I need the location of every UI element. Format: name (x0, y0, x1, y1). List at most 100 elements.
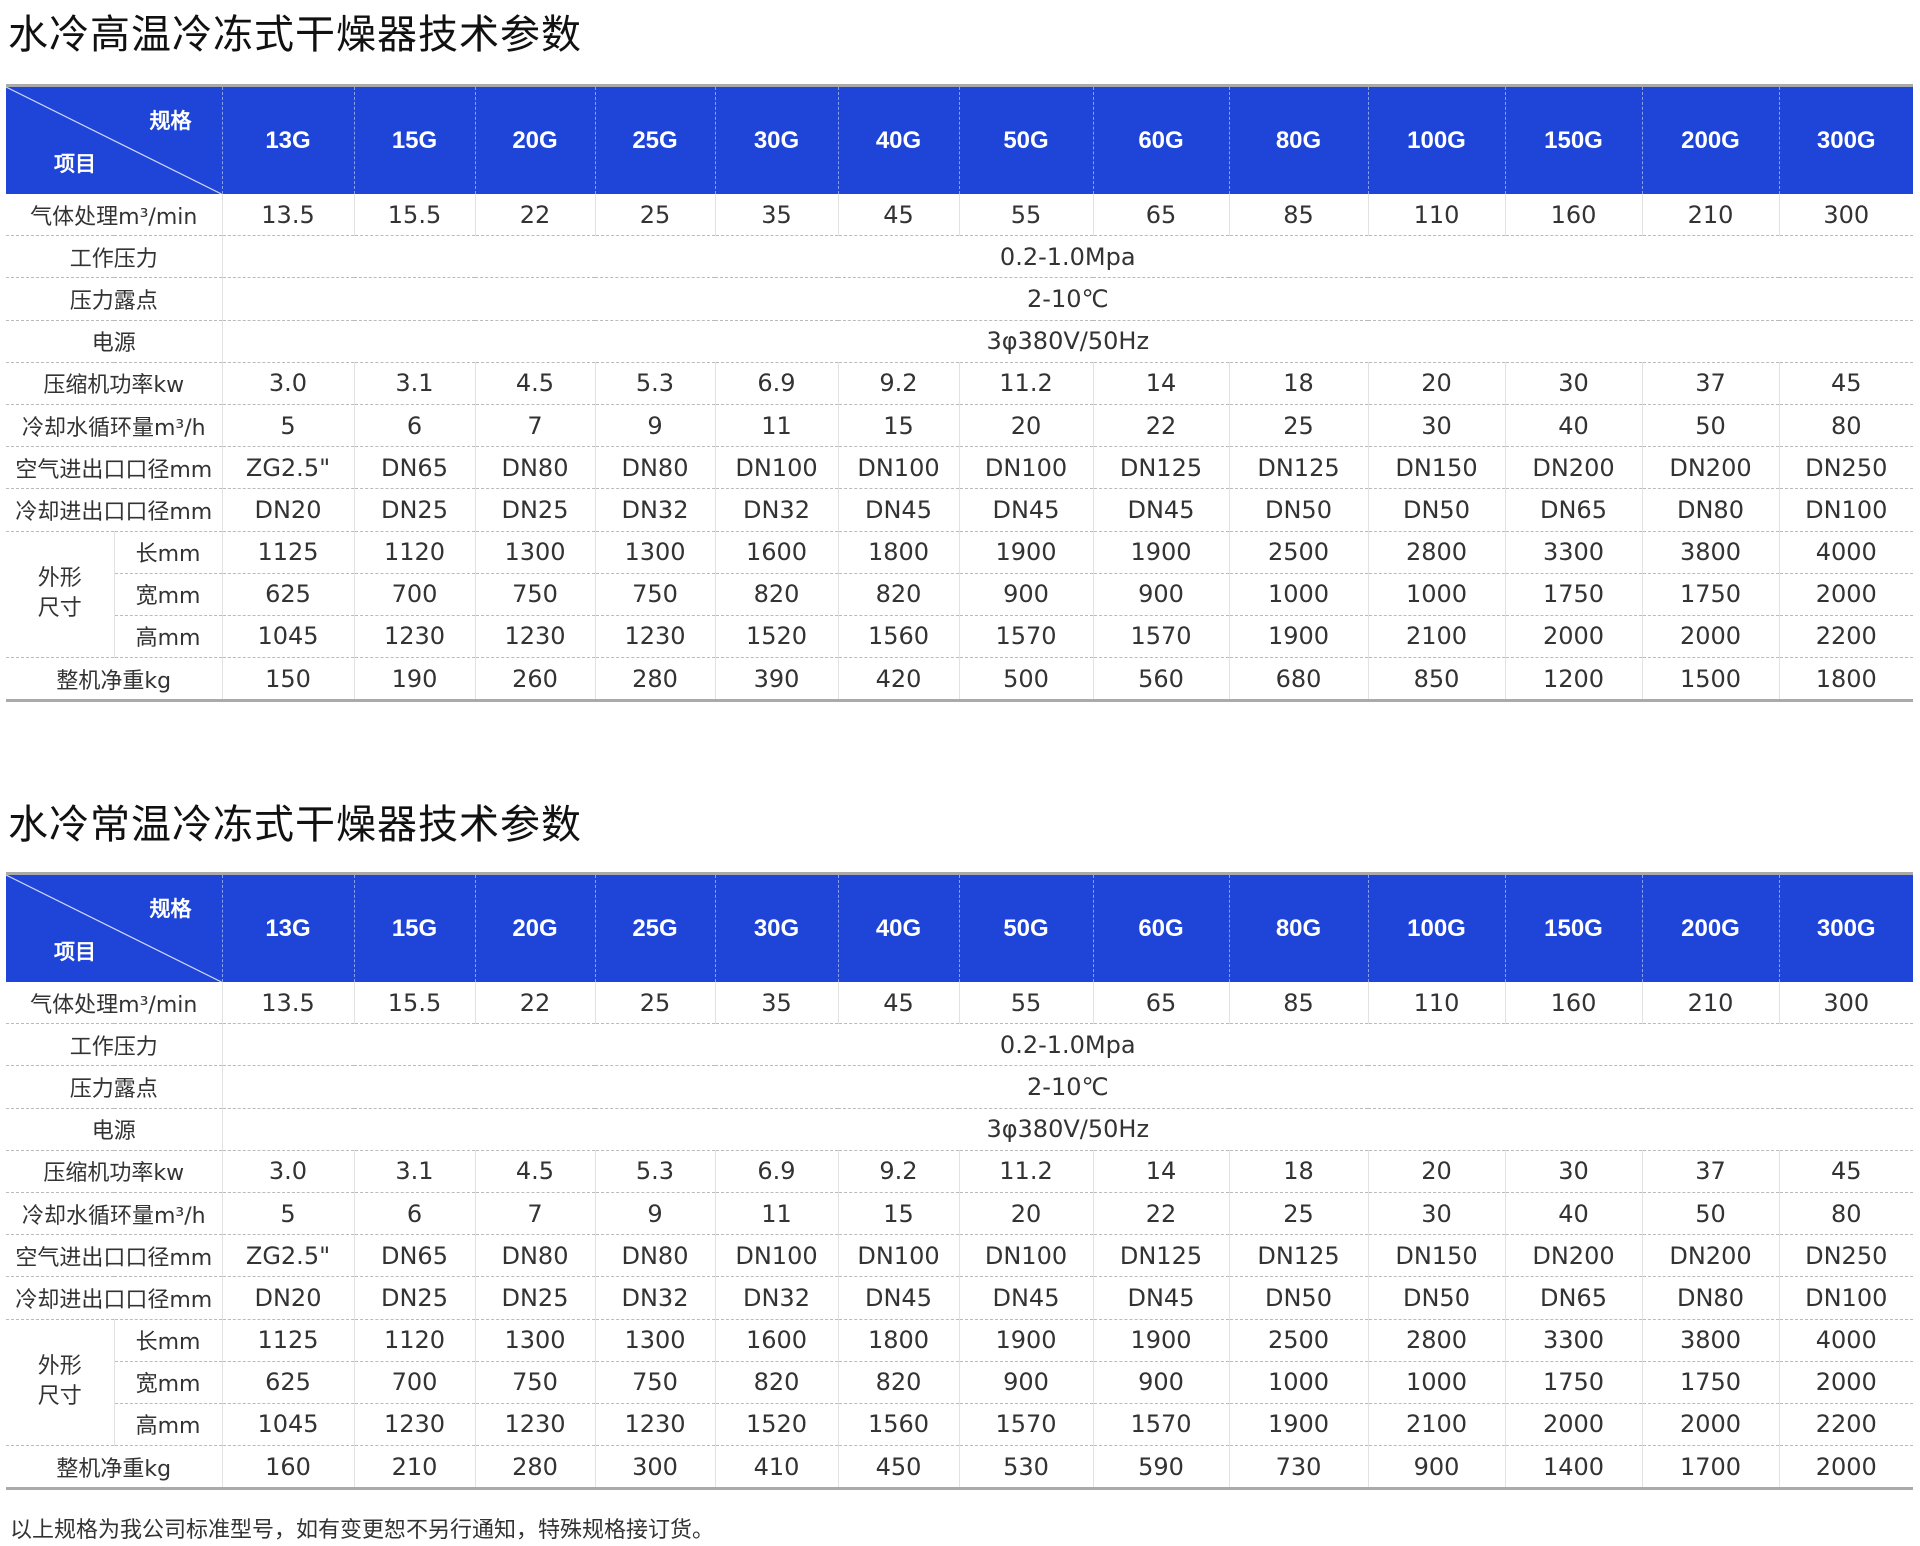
cell-value: 30 (1367, 1192, 1505, 1236)
corner-header-cell: 规格 项目 (6, 85, 222, 194)
cell-value: DN100 (1778, 488, 1913, 532)
table-row: 压缩机功率kw 3.0 3.1 4.5 5.3 6.9 9.2 11.2 14 18 20 30 37 4… (6, 1150, 1913, 1193)
cell-value: 5 (221, 1192, 354, 1236)
cell-value: DN32 (714, 488, 838, 532)
row-label: 整机净重kg (6, 1445, 222, 1490)
cell-value: 1300 (474, 531, 595, 574)
cell-value: 1570 (958, 1403, 1093, 1447)
cell-value: 1520 (714, 1403, 838, 1447)
cell-value: 11 (714, 404, 838, 448)
row-label: 宽mm (113, 1361, 222, 1404)
cell-value: 15 (837, 404, 959, 448)
cell-value: 40 (1504, 404, 1642, 448)
model-header: 100G (1367, 85, 1505, 194)
row-label: 气体处理m³/min (6, 982, 222, 1025)
header-row: 规格 项目 13G 15G 20G 25G 30G 40G 50G 60G 80G 100G 150G 2… (6, 873, 1913, 982)
cell-value: 590 (1092, 1445, 1229, 1490)
model-header: 80G (1228, 85, 1368, 194)
cell-value: 260 (474, 657, 595, 702)
model-header: 80G (1228, 873, 1368, 982)
cell-value: DN45 (958, 488, 1093, 532)
cell-value: 1570 (958, 615, 1093, 659)
table-row: 外形尺寸 长mm 1125 1120 1300 1300 1600 1800 1900 1900 2… (6, 1319, 1913, 1447)
table-row: 冷却进出口口径mm DN20 DN25 DN25 DN32 DN32 DN45 DN45 DN4… (6, 488, 1913, 532)
cell-value: DN100 (837, 446, 959, 490)
cell-value: 9 (594, 1192, 715, 1236)
table-1-title: 水冷高温冷冻式干燥器技术参数 (8, 12, 582, 58)
cell-value: 900 (1092, 1361, 1229, 1404)
cell-value: 1900 (1092, 1319, 1229, 1362)
cell-value: 50 (1641, 404, 1779, 448)
cell-value: DN32 (714, 1276, 838, 1320)
cell-value: 30 (1504, 362, 1642, 405)
cell-value: 1600 (714, 531, 838, 574)
row-group-label: 外形尺寸 (6, 531, 114, 659)
model-header: 150G (1504, 873, 1642, 982)
cell-value: 1000 (1367, 573, 1505, 616)
cell-value: DN200 (1504, 446, 1642, 490)
cell-value: 110 (1367, 194, 1505, 237)
table-row: 整机净重kg 150 190 260 280 390 420 500 560 680 850 1200… (6, 657, 1913, 702)
cell-value: DN150 (1367, 1234, 1505, 1278)
cell-value: 210 (1641, 982, 1779, 1025)
cell-value: 55 (958, 194, 1093, 237)
cell-value: 4.5 (474, 1150, 595, 1193)
row-label: 工作压力 (6, 235, 222, 279)
cell-value: 9.2 (837, 1150, 959, 1193)
row-label: 整机净重kg (6, 657, 222, 702)
cell-value: 1900 (958, 531, 1093, 574)
cell-value: 14 (1092, 362, 1229, 405)
cell-value: 300 (1778, 982, 1913, 1025)
cell-value: 625 (221, 573, 354, 616)
row-label: 宽mm (113, 573, 222, 616)
cell-value: 6.9 (714, 362, 838, 405)
cell-value: DN100 (958, 446, 1093, 490)
cell-value: 1000 (1367, 1361, 1505, 1404)
cell-value: DN80 (474, 446, 595, 490)
cell-value: 25 (594, 982, 715, 1025)
cell-value: DN80 (594, 446, 715, 490)
cell-value: 3300 (1504, 1319, 1642, 1362)
model-header: 13G (221, 873, 354, 982)
cell-value: 500 (958, 657, 1093, 702)
table-row: 压力露点 2-10℃ (6, 277, 1913, 321)
cell-value: DN150 (1367, 446, 1505, 490)
model-header: 40G (837, 85, 959, 194)
cell-value: DN65 (353, 446, 475, 490)
cell-value: 3.1 (353, 362, 475, 405)
cell-value: 1045 (221, 615, 354, 659)
cell-value: 6.9 (714, 1150, 838, 1193)
cell-value: 80 (1778, 1192, 1913, 1236)
cell-value: 3.0 (221, 362, 354, 405)
cell-value: 1800 (837, 1319, 959, 1362)
row-label: 工作压力 (6, 1023, 222, 1067)
row-label: 压缩机功率kw (6, 362, 222, 405)
row-span-value: 2-10℃ (221, 1065, 1913, 1109)
cell-value: DN250 (1778, 446, 1913, 490)
footnote: 以上规格为我公司标准型号，如有变更恕不另行通知，特殊规格接订货。 (10, 1518, 715, 1543)
cell-value: 2000 (1504, 1403, 1642, 1447)
cell-value: 15.5 (353, 194, 475, 237)
row-label: 空气进出口口径mm (6, 1234, 222, 1278)
cell-value: 15 (837, 1192, 959, 1236)
cell-value: 1700 (1641, 1445, 1779, 1490)
cell-value: 700 (353, 1361, 475, 1404)
cell-value: 9.2 (837, 362, 959, 405)
cell-value: 85 (1228, 982, 1368, 1025)
cell-value: 1750 (1641, 1361, 1779, 1404)
table-row: 外形尺寸 长mm 1125 1120 1300 1300 1600 1800 1900 1900 2… (6, 531, 1913, 659)
cell-value: 1125 (221, 531, 354, 574)
cell-value: 820 (714, 1361, 838, 1404)
cell-value: 20 (958, 1192, 1093, 1236)
model-header: 300G (1778, 85, 1913, 194)
cell-value: 37 (1641, 362, 1779, 405)
model-header: 15G (353, 85, 475, 194)
cell-value: 7 (474, 404, 595, 448)
cell-value: 80 (1778, 404, 1913, 448)
cell-value: DN80 (474, 1234, 595, 1278)
table-row: 工作压力 0.2-1.0Mpa (6, 1023, 1913, 1067)
row-label: 电源 (6, 1108, 222, 1151)
table-row: 空气进出口口径mm ZG2.5" DN65 DN80 DN80 DN100 DN100 DN1… (6, 446, 1913, 490)
cell-value: 190 (353, 657, 475, 702)
cell-value: 730 (1228, 1445, 1368, 1490)
